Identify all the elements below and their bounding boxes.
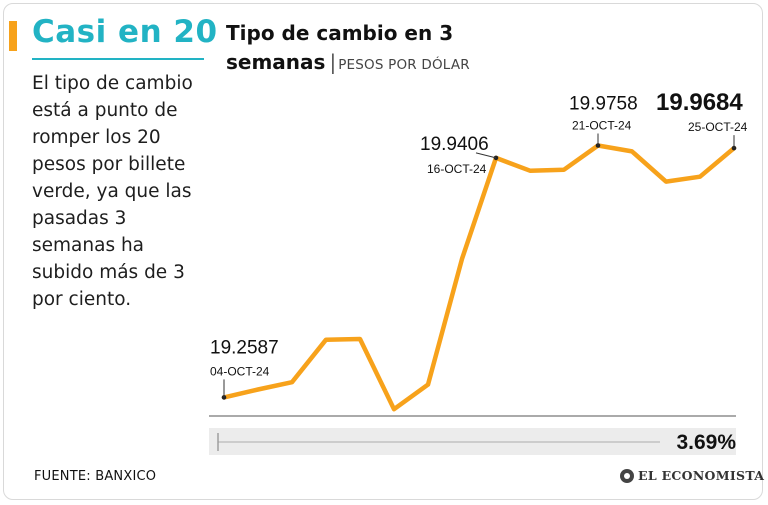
brand-mark-icon	[620, 468, 634, 483]
chart-title-line1: Tipo de cambio en 3	[226, 21, 454, 45]
annotation-leader	[475, 152, 497, 159]
annotation-value: 19.2587	[210, 337, 279, 358]
annotation-marker	[731, 145, 737, 151]
annotation-value: 19.9684	[656, 89, 743, 116]
accent-bar	[9, 21, 17, 51]
source-note: FUENTE: BANXICO	[34, 469, 157, 484]
annotation-marker	[493, 155, 499, 161]
annotation-date: 25-OCT-24	[688, 120, 748, 134]
infographic-frame	[3, 3, 763, 500]
change-bar	[209, 428, 736, 455]
annotation-value: 19.9758	[569, 94, 638, 115]
chart-title: Tipo de cambio en 3 semanas | PESOS POR DÓ…	[226, 19, 470, 80]
intro-text: El tipo de cambio está a punto de romper…	[32, 73, 193, 310]
annotation-marker	[221, 395, 227, 400]
headline: Casi en 20	[32, 14, 218, 50]
series-line	[221, 143, 737, 412]
change-value: 3.69%	[676, 431, 736, 454]
chart-title-line2: semanas	[226, 50, 326, 74]
title-separator: |	[329, 50, 337, 74]
headline-rule	[32, 58, 204, 60]
annotation-value: 19.9406	[420, 134, 489, 155]
annotation-date: 16-OCT-24	[427, 162, 487, 176]
annotation-date: 04-OCT-24	[210, 364, 270, 378]
brand-name: EL ECONOMISTA	[638, 468, 765, 483]
annotation-date: 21-OCT-24	[572, 119, 632, 133]
brand-logo: EL ECONOMISTA	[620, 468, 764, 483]
chart-unit: PESOS POR DÓLAR	[338, 57, 470, 73]
